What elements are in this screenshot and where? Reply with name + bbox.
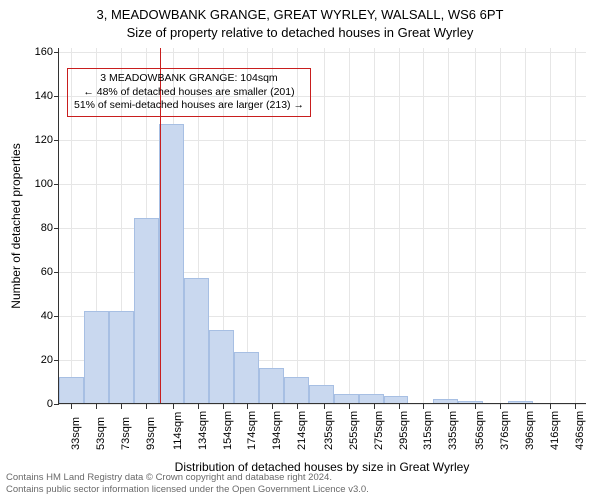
annotation-line: 51% of semi-detached houses are larger (…: [74, 99, 304, 113]
grid-line-v: [374, 48, 375, 403]
ytick-label: 140: [35, 90, 59, 102]
xtick-mark: [349, 404, 350, 409]
xtick-mark: [71, 404, 72, 409]
histogram-bar: [234, 352, 259, 403]
grid-line-v: [423, 48, 424, 403]
xtick-mark: [550, 404, 551, 409]
annotation-line: ← 48% of detached houses are smaller (20…: [74, 86, 304, 100]
xtick-label: 114sqm: [168, 412, 184, 450]
y-axis-label: Number of detached properties: [9, 143, 23, 308]
title-block: 3, MEADOWBANK GRANGE, GREAT WYRLEY, WALS…: [0, 0, 600, 41]
grid-line-v: [575, 48, 576, 403]
grid-line-v: [475, 48, 476, 403]
xtick-mark: [173, 404, 174, 409]
grid-line-v: [324, 48, 325, 403]
ytick-label: 40: [41, 310, 59, 322]
xtick-mark: [423, 404, 424, 409]
histogram-bar: [259, 368, 284, 403]
histogram-bar: [309, 385, 334, 403]
xtick-mark: [96, 404, 97, 409]
footer-line-2: Contains public sector information licen…: [6, 484, 369, 496]
xtick-label: 436sqm: [570, 411, 586, 450]
xtick-mark: [500, 404, 501, 409]
histogram-bar: [508, 401, 533, 403]
xtick-mark: [121, 404, 122, 409]
histogram-bar: [134, 218, 159, 403]
xtick-label: 33sqm: [66, 417, 82, 450]
ytick-label: 80: [41, 222, 59, 234]
xtick-mark: [272, 404, 273, 409]
ytick-label: 120: [35, 134, 59, 146]
plot-area: 02040608010012014016033sqm53sqm73sqm93sq…: [58, 48, 586, 404]
title-line-1: 3, MEADOWBANK GRANGE, GREAT WYRLEY, WALS…: [0, 6, 600, 24]
xtick-mark: [575, 404, 576, 409]
xtick-mark: [324, 404, 325, 409]
grid-line-v: [349, 48, 350, 403]
histogram-bar: [359, 394, 384, 403]
xtick-mark: [247, 404, 248, 409]
grid-line-v: [525, 48, 526, 403]
xtick-mark: [399, 404, 400, 409]
histogram-bar: [384, 396, 409, 403]
grid-line-h: [59, 404, 586, 405]
histogram-bar: [59, 377, 84, 403]
footer: Contains HM Land Registry data © Crown c…: [6, 472, 369, 496]
xtick-label: 73sqm: [116, 417, 132, 450]
grid-line-v: [500, 48, 501, 403]
xtick-label: 53sqm: [91, 417, 107, 450]
xtick-mark: [198, 404, 199, 409]
grid-line-h: [59, 184, 586, 185]
xtick-label: 376sqm: [495, 411, 511, 450]
histogram-bar: [109, 311, 134, 403]
xtick-label: 295sqm: [394, 411, 410, 450]
ytick-label: 20: [41, 354, 59, 366]
xtick-mark: [374, 404, 375, 409]
histogram-bar: [458, 401, 483, 403]
footer-line-1: Contains HM Land Registry data © Crown c…: [6, 472, 369, 484]
xtick-label: 174sqm: [242, 411, 258, 450]
grid-line-h: [59, 140, 586, 141]
grid-line-h: [59, 52, 586, 53]
xtick-label: 416sqm: [545, 411, 561, 450]
ytick-label: 100: [35, 178, 59, 190]
ytick-label: 60: [41, 266, 59, 278]
grid-line-v: [399, 48, 400, 403]
chart-container: 3, MEADOWBANK GRANGE, GREAT WYRLEY, WALS…: [0, 0, 600, 500]
xtick-label: 356sqm: [470, 411, 486, 450]
xtick-mark: [448, 404, 449, 409]
xtick-label: 93sqm: [141, 417, 157, 450]
histogram-bar: [84, 311, 109, 403]
xtick-label: 134sqm: [193, 411, 209, 450]
histogram-bar: [334, 394, 359, 403]
grid-line-v: [448, 48, 449, 403]
xtick-label: 154sqm: [218, 411, 234, 450]
xtick-mark: [475, 404, 476, 409]
annotation-box: 3 MEADOWBANK GRANGE: 104sqm← 48% of deta…: [67, 68, 311, 117]
xtick-mark: [223, 404, 224, 409]
xtick-label: 315sqm: [418, 411, 434, 450]
xtick-label: 255sqm: [344, 411, 360, 450]
histogram-bar: [184, 278, 209, 403]
grid-line-v: [550, 48, 551, 403]
histogram-bar: [209, 330, 234, 403]
xtick-label: 335sqm: [443, 411, 459, 450]
xtick-label: 214sqm: [292, 411, 308, 450]
ytick-label: 0: [47, 398, 59, 410]
xtick-label: 194sqm: [267, 411, 283, 450]
xtick-mark: [146, 404, 147, 409]
title-line-2: Size of property relative to detached ho…: [0, 24, 600, 42]
annotation-line: 3 MEADOWBANK GRANGE: 104sqm: [74, 72, 304, 86]
ytick-label: 160: [35, 46, 59, 58]
xtick-label: 396sqm: [520, 411, 536, 450]
xtick-mark: [525, 404, 526, 409]
histogram-bar: [433, 399, 458, 403]
xtick-mark: [297, 404, 298, 409]
histogram-bar: [159, 124, 184, 403]
xtick-label: 275sqm: [369, 411, 385, 450]
histogram-bar: [284, 377, 309, 403]
xtick-label: 235sqm: [319, 411, 335, 450]
